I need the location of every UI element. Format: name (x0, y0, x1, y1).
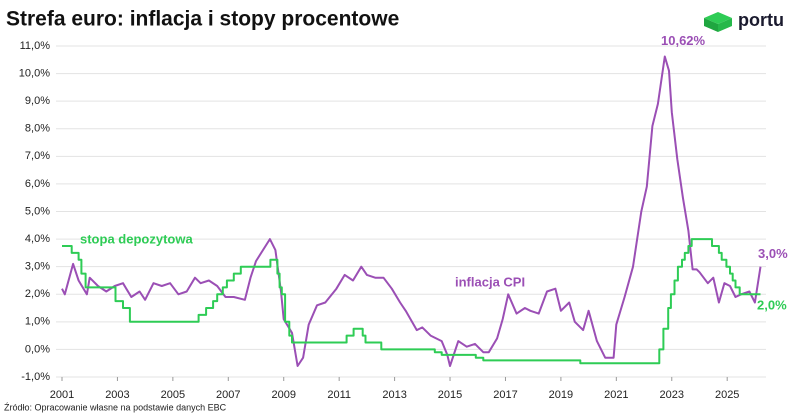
logo: portu (704, 10, 784, 32)
source: Źródło: Opracowanie własne na podstawie … (4, 402, 227, 412)
y-tick-label: 3,0% (25, 261, 50, 273)
x-tick-label: 2007 (216, 389, 240, 401)
x-tick-label: 2013 (382, 389, 406, 401)
x-tick-label: 2015 (438, 389, 462, 401)
chart-title: Strefa euro: inflacja i stopy procentowe (6, 8, 399, 31)
logo-icon-right (718, 18, 732, 32)
value-label: 10,62% (661, 33, 706, 48)
x-tick-label: 2001 (50, 389, 74, 401)
series-line (61, 55, 762, 367)
value-label: 3,0% (758, 246, 788, 261)
logo-icon-left (704, 18, 718, 32)
y-tick-label: 1,0% (25, 316, 50, 328)
x-tick-label: 2025 (715, 389, 739, 401)
y-tick-label: 10,0% (19, 67, 50, 79)
logo-text: portu (738, 10, 784, 30)
x-tick-label: 2009 (271, 389, 295, 401)
y-tick-label: 0,0% (25, 343, 50, 355)
x-tick-label: 2021 (604, 389, 628, 401)
value-label: 2,0% (757, 298, 787, 313)
series-label: inflacja CPI (455, 274, 525, 289)
y-tick-label: 11,0% (20, 40, 51, 52)
y-tick-label: 6,0% (25, 178, 50, 190)
y-tick-label: 9,0% (25, 95, 50, 107)
y-tick-label: 2,0% (25, 288, 50, 300)
series-label: stopa depozytowa (80, 231, 193, 246)
x-tick-label: 2017 (493, 389, 517, 401)
x-tick-label: 2005 (161, 389, 185, 401)
x-tick-label: 2011 (327, 389, 351, 401)
series-line (62, 238, 761, 365)
x-tick-label: 2019 (549, 389, 573, 401)
x-tick-label: 2003 (105, 389, 129, 401)
y-tick-label: 8,0% (25, 123, 50, 135)
y-tick-label: 4,0% (25, 233, 50, 245)
x-tick-label: 2023 (660, 389, 684, 401)
y-tick-label: 7,0% (25, 150, 50, 162)
y-tick-label: 5,0% (25, 205, 50, 217)
y-tick-label: -1,0% (21, 371, 50, 383)
